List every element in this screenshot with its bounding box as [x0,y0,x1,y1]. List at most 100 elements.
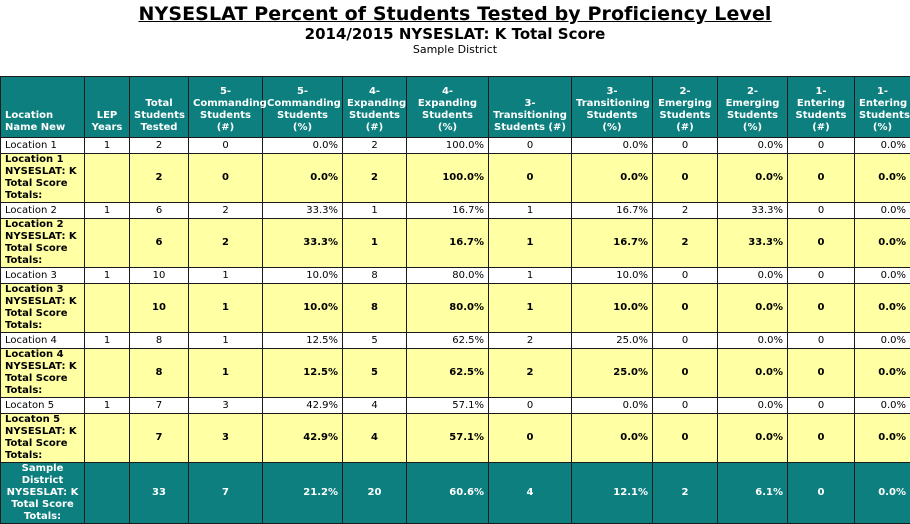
value-cell: 0.0% [855,138,910,154]
value-cell: 3 [189,414,263,463]
value-cell: 12.5% [263,349,343,398]
value-cell: 1 [85,398,130,414]
value-cell: 1 [189,333,263,349]
value-cell: 6.1% [718,463,788,524]
value-cell: 16.7% [572,219,653,268]
column-header: 3- Transitioning Students (%) [572,77,653,138]
value-cell: 5 [343,349,407,398]
value-cell: 0.0% [855,414,910,463]
value-cell: 0 [788,463,855,524]
value-cell: 0.0% [855,398,910,414]
value-cell: 8 [130,349,189,398]
value-cell: 0 [653,154,718,203]
column-header: LEP Years [85,77,130,138]
value-cell: 10.0% [263,284,343,333]
value-cell [85,349,130,398]
value-cell: 2 [189,203,263,219]
value-cell: 1 [489,203,572,219]
value-cell: 25.0% [572,333,653,349]
value-cell: 0 [653,268,718,284]
value-cell: 16.7% [572,203,653,219]
value-cell: 4 [489,463,572,524]
value-cell: 2 [653,203,718,219]
value-cell: 57.1% [407,414,489,463]
value-cell: 2 [189,219,263,268]
value-cell: 8 [130,333,189,349]
value-cell: 7 [189,463,263,524]
column-header: 1- Entering Students (%) [855,77,910,138]
value-cell: 0 [489,138,572,154]
value-cell: 0 [788,414,855,463]
value-cell: 2 [130,138,189,154]
value-cell: 0.0% [855,154,910,203]
column-header: 3- Transitioning Students (#) [489,77,572,138]
total-row: Location 1 NYSESLAT: K Total Score Total… [1,154,910,203]
value-cell: 2 [343,154,407,203]
value-cell: 0.0% [718,284,788,333]
value-cell [85,284,130,333]
value-cell: 80.0% [407,268,489,284]
value-cell [85,154,130,203]
value-cell: 80.0% [407,284,489,333]
location-cell: Locaton 5 NYSESLAT: K Total Score Totals… [1,414,85,463]
value-cell: 10 [130,268,189,284]
value-cell: 10.0% [263,268,343,284]
value-cell: 0 [653,349,718,398]
value-cell: 1 [489,219,572,268]
value-cell: 0.0% [718,333,788,349]
value-cell: 0.0% [263,138,343,154]
value-cell: 1 [489,284,572,333]
value-cell: 2 [130,154,189,203]
value-cell: 0.0% [855,284,910,333]
value-cell: 12.1% [572,463,653,524]
value-cell: 100.0% [407,154,489,203]
value-cell: 33.3% [718,219,788,268]
value-cell: 0 [788,398,855,414]
column-header: 5- Commanding Students (#) [189,77,263,138]
column-header: 2- Emerging Students (%) [718,77,788,138]
value-cell: 0.0% [572,414,653,463]
value-cell: 1 [489,268,572,284]
value-cell: 6 [130,203,189,219]
value-cell: 42.9% [263,414,343,463]
value-cell: 10.0% [572,284,653,333]
location-cell: Location 4 NYSESLAT: K Total Score Total… [1,349,85,398]
total-row: Location 3 NYSESLAT: K Total Score Total… [1,284,910,333]
column-header: 1- Entering Students (#) [788,77,855,138]
value-cell: 0 [788,219,855,268]
location-cell: Location 1 [1,138,85,154]
value-cell: 0 [788,138,855,154]
value-cell: 0 [653,414,718,463]
value-cell: 1 [85,203,130,219]
value-cell: 3 [189,398,263,414]
value-cell: 0 [189,154,263,203]
value-cell: 0.0% [718,414,788,463]
value-cell: 2 [489,333,572,349]
value-cell: 1 [85,333,130,349]
column-header: 5- Commanding Students (%) [263,77,343,138]
value-cell: 0 [788,203,855,219]
value-cell: 25.0% [572,349,653,398]
value-cell: 57.1% [407,398,489,414]
value-cell: 8 [343,284,407,333]
location-cell: Sample District NYSESLAT: K Total Score … [1,463,85,524]
value-cell: 0 [788,284,855,333]
value-cell: 0.0% [718,349,788,398]
report-subtitle: 2014/2015 NYSESLAT: K Total Score [0,25,910,43]
value-cell [85,463,130,524]
value-cell: 0.0% [718,138,788,154]
value-cell: 10.0% [572,268,653,284]
value-cell: 0.0% [572,154,653,203]
value-cell: 1 [85,138,130,154]
location-cell: Location 4 [1,333,85,349]
column-header: Location Name New [1,77,85,138]
value-cell: 0.0% [855,333,910,349]
value-cell: 4 [343,414,407,463]
